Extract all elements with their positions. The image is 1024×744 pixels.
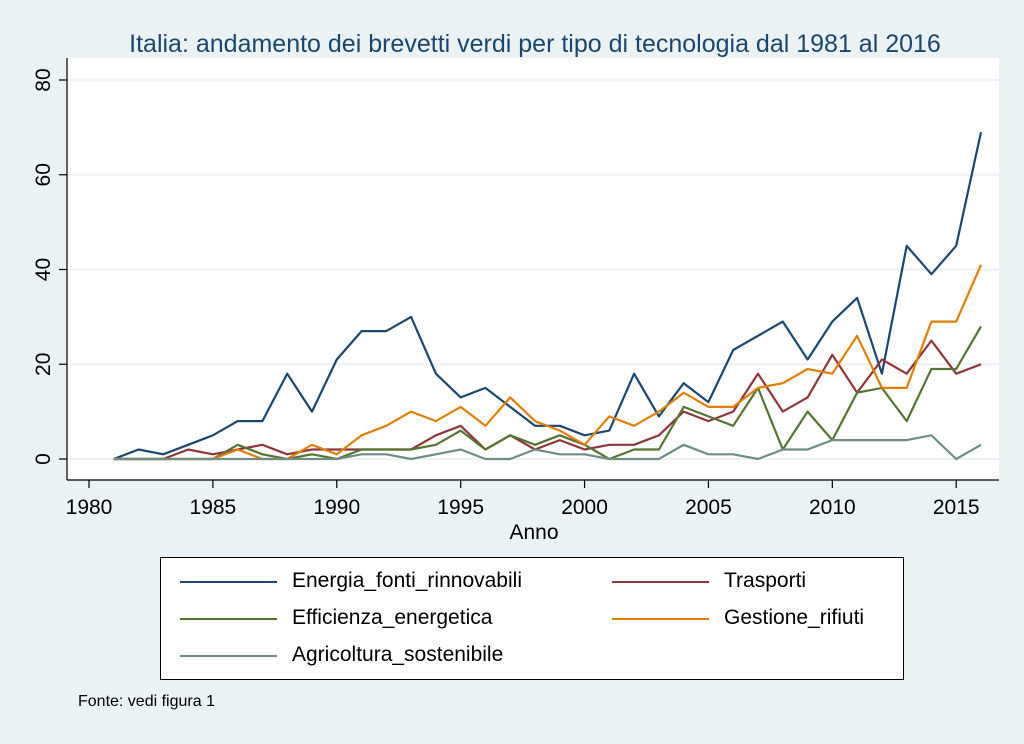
source-note: Fonte: vedi figura 1 xyxy=(78,693,215,710)
series-line-trasporti xyxy=(113,339,982,461)
chart-title: Italia: andamento dei brevetti verdi per… xyxy=(129,30,941,58)
series-line-agricoltura-sostenibile xyxy=(113,434,982,461)
y-tick-label: 20 xyxy=(32,353,55,376)
series-line-gestione-rifiuti xyxy=(113,264,983,461)
legend-swatch xyxy=(180,581,277,583)
x-tick-label: 2005 xyxy=(685,496,732,519)
y-tick-label: 40 xyxy=(32,258,55,281)
x-axis-title: Anno xyxy=(509,521,558,544)
series-line-efficienza-energetica xyxy=(113,325,982,461)
x-tick-label: 2010 xyxy=(809,496,856,519)
legend: Energia_fonti_rinnovabili Trasporti Effi… xyxy=(160,557,904,680)
legend-label: Energia_fonti_rinnovabili xyxy=(292,569,522,592)
legend-label: Agricoltura_sostenibile xyxy=(292,643,504,666)
legend-swatch xyxy=(180,655,277,657)
legend-label: Trasporti xyxy=(724,569,807,592)
x-tick-label: 1990 xyxy=(313,496,360,519)
y-tick-label: 80 xyxy=(32,68,55,91)
legend-swatch xyxy=(180,618,277,620)
x-tick-label: 2000 xyxy=(561,496,608,519)
legend-label: Gestione_rifiuti xyxy=(724,606,865,629)
y-tick-label: 60 xyxy=(32,163,55,186)
x-tick-label: 1980 xyxy=(66,496,113,519)
chart: 0 20 40 60 80 1980 1985 1990 1995 2000 2005 2010 201… xyxy=(32,30,999,544)
x-tick-label: 1985 xyxy=(190,496,237,519)
legend-label: Efficienza_energetica xyxy=(292,606,493,629)
x-tick-label: 2015 xyxy=(933,496,980,519)
y-tick-label: 0 xyxy=(32,453,55,465)
legend-swatch xyxy=(612,581,709,583)
legend-swatch xyxy=(612,618,709,620)
x-tick-label: 1995 xyxy=(437,496,484,519)
